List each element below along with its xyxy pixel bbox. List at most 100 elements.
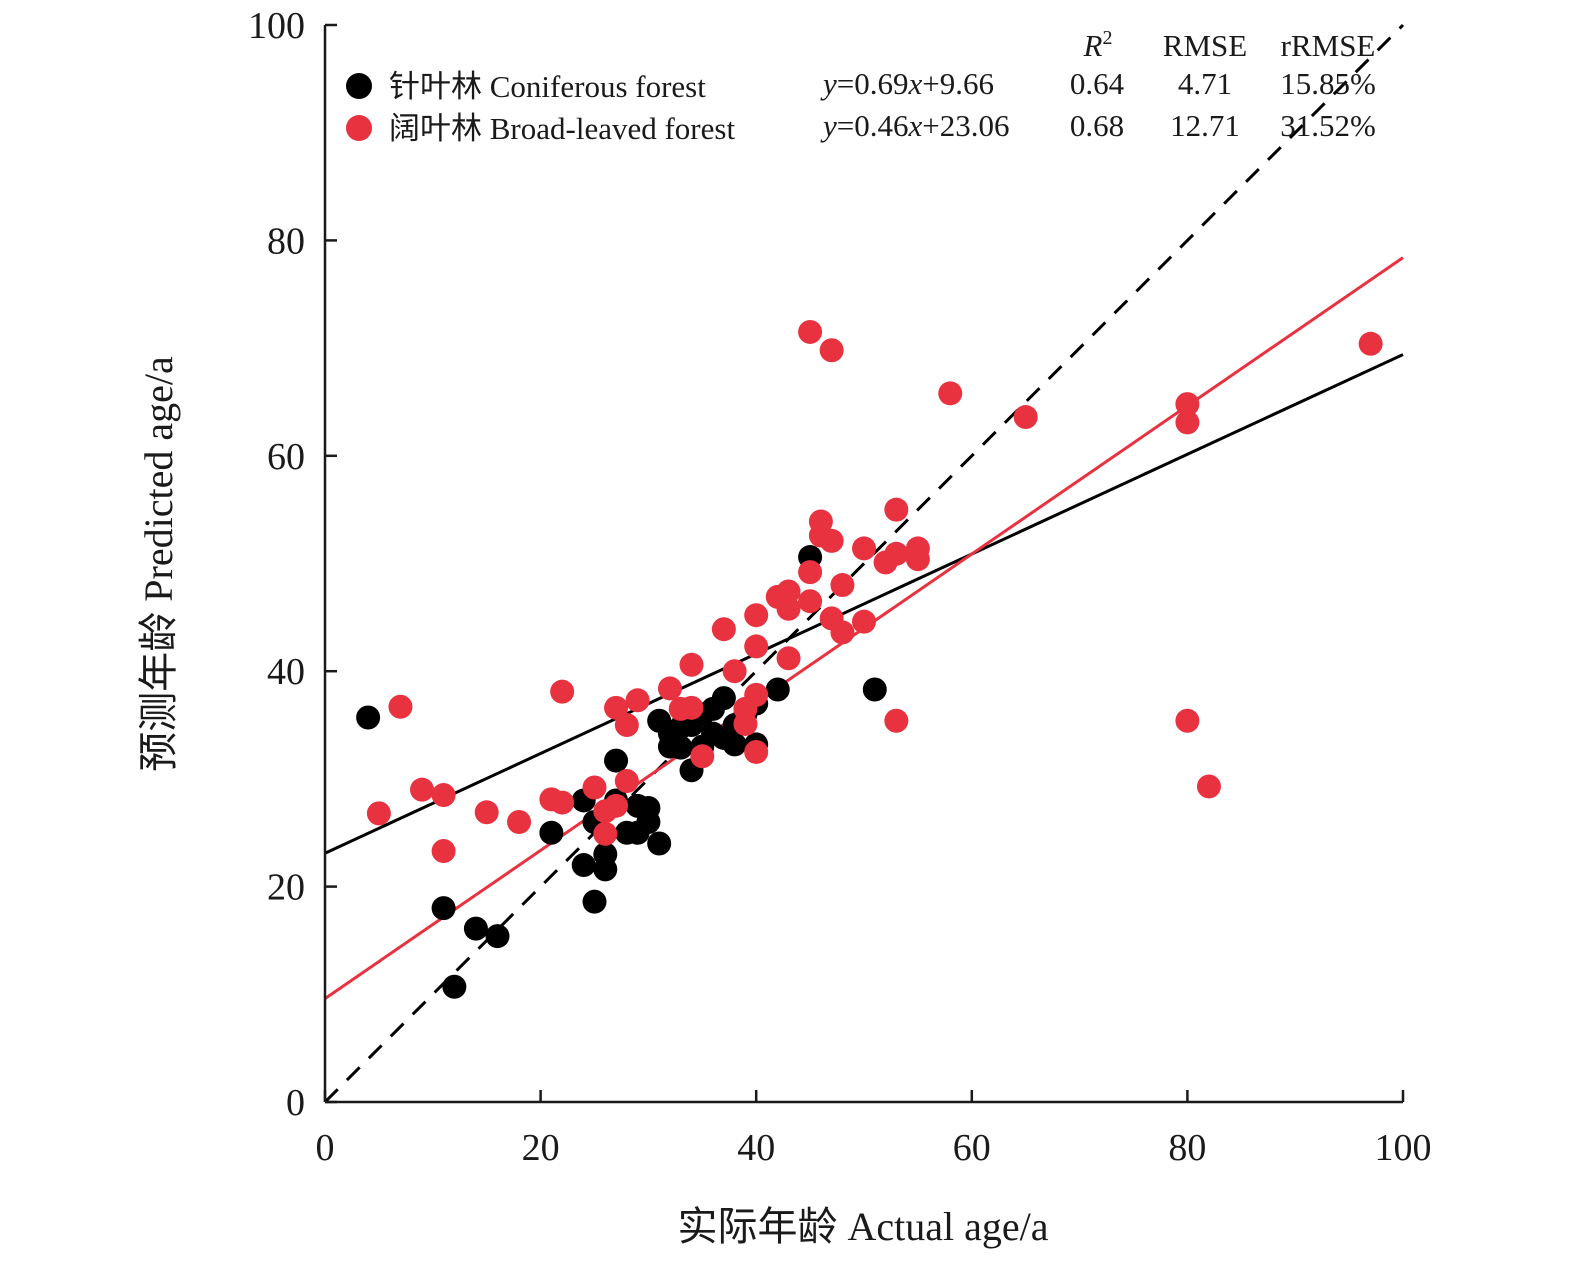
point-broadleaf	[366, 801, 391, 826]
legend-label-coniferous: 针叶林 Coniferous forest	[389, 69, 706, 104]
equation-broadleaf: y=0.46x+23.06	[820, 108, 1010, 143]
point-broadleaf	[884, 497, 909, 522]
rrmse-coniferous: 15.85%	[1280, 66, 1376, 101]
point-coniferous	[356, 705, 381, 730]
r2-broadleaf: 0.68	[1070, 108, 1124, 143]
x-tick-label: 80	[1168, 1127, 1206, 1169]
one-to-one-line	[323, 23, 1405, 1104]
point-broadleaf	[614, 713, 639, 738]
rmse-header: RMSE	[1163, 28, 1247, 63]
point-broadleaf	[431, 839, 456, 864]
point-broadleaf	[884, 541, 909, 566]
point-broadleaf	[744, 739, 769, 764]
x-axis-title: 实际年龄 Actual age/a	[678, 1204, 1049, 1249]
point-broadleaf	[679, 695, 704, 720]
point-broadleaf	[938, 381, 963, 406]
point-broadleaf	[776, 596, 801, 621]
point-broadleaf	[819, 338, 844, 363]
y-axis-title: 预测年龄 Predicted age/a	[136, 356, 181, 772]
broadleaf-points	[366, 319, 1383, 864]
legend-label-broadleaf: 阔叶林 Broad-leaved forest	[389, 111, 735, 146]
point-broadleaf	[744, 603, 769, 628]
x-tick-label: 100	[1375, 1127, 1432, 1169]
y-tick-label: 80	[267, 220, 305, 262]
point-coniferous	[571, 853, 596, 878]
point-coniferous	[485, 924, 510, 949]
point-broadleaf	[388, 694, 413, 719]
point-broadleaf	[1175, 392, 1200, 417]
point-broadleaf	[690, 744, 715, 769]
point-coniferous	[539, 820, 564, 845]
point-coniferous	[442, 974, 467, 999]
point-broadleaf	[852, 609, 876, 634]
point-coniferous	[582, 889, 607, 914]
point-broadleaf	[830, 573, 855, 598]
ticks: 0 20 40 60 80 100 0 20 40 60 80 100	[248, 5, 1432, 1169]
point-coniferous	[463, 916, 488, 941]
rmse-broadleaf: 12.71	[1170, 108, 1240, 143]
legend-marker-broadleaf	[346, 115, 372, 141]
y-tick-label: 100	[248, 5, 305, 47]
point-broadleaf	[1196, 774, 1221, 799]
point-broadleaf	[776, 579, 801, 604]
point-broadleaf	[604, 793, 629, 818]
point-broadleaf	[410, 777, 435, 802]
x-tick-label: 40	[737, 1127, 775, 1169]
point-broadleaf	[507, 809, 532, 834]
point-coniferous	[647, 831, 672, 856]
y-tick-label: 60	[267, 436, 305, 478]
point-broadleaf	[852, 536, 876, 561]
point-coniferous	[636, 809, 661, 834]
point-broadleaf	[582, 775, 607, 800]
point-broadleaf	[679, 652, 704, 677]
y-tick-label: 0	[286, 1082, 305, 1124]
rrmse-broadleaf: 31.52%	[1280, 108, 1376, 143]
point-coniferous	[711, 686, 736, 711]
point-broadleaf	[550, 790, 575, 815]
point-broadleaf	[808, 509, 833, 534]
point-broadleaf	[550, 679, 575, 704]
point-coniferous	[431, 896, 456, 921]
point-broadleaf	[1013, 405, 1038, 430]
point-broadleaf	[798, 560, 823, 585]
point-broadleaf	[776, 646, 801, 671]
point-broadleaf	[593, 821, 618, 846]
x-tick-label: 20	[522, 1127, 560, 1169]
point-broadleaf	[474, 800, 499, 825]
point-broadleaf	[657, 676, 682, 701]
point-broadleaf	[905, 536, 930, 561]
point-broadleaf	[830, 620, 855, 645]
legend-marker-coniferous	[346, 73, 372, 99]
rrmse-header: rRMSE	[1281, 28, 1376, 63]
point-coniferous	[604, 748, 629, 773]
point-broadleaf	[798, 319, 823, 344]
point-broadleaf	[1358, 331, 1383, 356]
point-coniferous	[722, 732, 747, 757]
point-coniferous	[593, 857, 618, 882]
point-broadleaf	[819, 528, 844, 553]
point-coniferous	[668, 735, 693, 760]
point-broadleaf	[614, 769, 639, 794]
x-tick-label: 60	[953, 1127, 991, 1169]
x-tick-label: 0	[316, 1127, 335, 1169]
point-coniferous	[765, 677, 790, 702]
point-broadleaf	[884, 708, 909, 733]
point-broadleaf	[625, 688, 650, 713]
y-tick-label: 40	[267, 651, 305, 693]
point-broadleaf	[798, 589, 823, 614]
rmse-coniferous: 4.71	[1178, 66, 1232, 101]
equation-coniferous: y=0.69x+9.66	[820, 66, 994, 101]
axes	[323, 25, 1403, 1104]
point-broadleaf	[604, 695, 629, 720]
point-coniferous	[862, 677, 887, 702]
point-broadleaf	[431, 783, 456, 808]
point-broadleaf	[1175, 708, 1200, 733]
fit-line-coniferous	[324, 353, 1404, 855]
point-broadleaf	[1175, 410, 1200, 435]
r2-coniferous: 0.64	[1070, 66, 1125, 101]
point-broadleaf	[744, 682, 769, 707]
point-broadleaf	[722, 659, 747, 684]
point-broadleaf	[711, 617, 736, 642]
y-tick-label: 20	[267, 867, 305, 909]
